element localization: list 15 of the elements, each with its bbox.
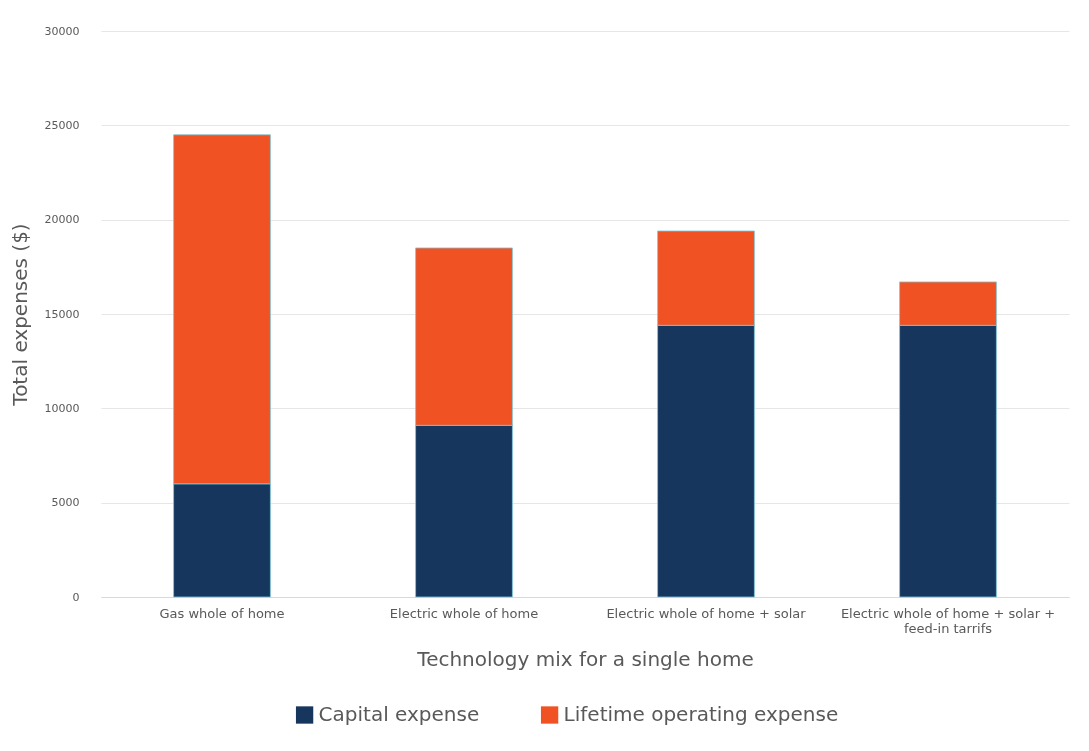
x-tick-label: Electric whole of home [389, 605, 539, 621]
x-tick-label: Electric whole of home + solar + feed-in tarrifs [840, 605, 1056, 636]
y-tick-label: 25000 [44, 118, 80, 132]
y-axis-title: Total expenses ($) [7, 223, 32, 407]
y-tick-label: 15000 [44, 307, 80, 321]
x-tick-label: Electric whole of home + solar [606, 605, 807, 621]
y-tick-label: 30000 [44, 24, 80, 38]
legend-label: Lifetime operating expense [563, 702, 839, 726]
legend-label: Capital expense [318, 702, 480, 726]
y-tick-label: 0 [72, 590, 80, 604]
y-tick-label: 20000 [44, 213, 80, 227]
y-tick-label: 5000 [51, 496, 80, 510]
y-tick-label: 10000 [44, 401, 80, 415]
x-tick-label: Gas whole of home [159, 605, 285, 621]
x-axis-title: Technology mix for a single home [416, 646, 754, 671]
